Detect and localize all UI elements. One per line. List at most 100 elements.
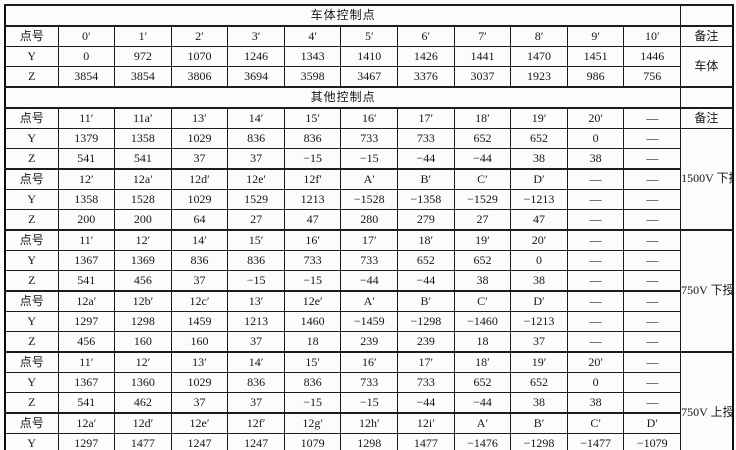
table-row: 点号 12′ 12a′ 12d′ 12e′ 12f′ A′ B′ C′ D′ — — xyxy=(4,168,733,190)
row-label: Z xyxy=(4,148,59,170)
y-value-cell: 733 xyxy=(340,250,399,271)
y-value-cell: 1298 xyxy=(114,311,172,332)
row-label: 点号 xyxy=(4,25,59,47)
point-id-cell: 12e′ xyxy=(170,412,229,434)
y-value-cell: −1459 xyxy=(340,311,399,332)
point-id-cell: 12a′ xyxy=(57,412,116,434)
y-value-cell: 1410 xyxy=(340,46,399,67)
y-value-cell: 0 xyxy=(57,46,116,67)
control-points-table-body: 车体控制点 点号 0′ 1′ 2′ 3′ 4′ 5′ 6′ 7′ 8′ 9′ 10′ 备注 Y 0 972 107… xyxy=(4,4,734,450)
point-id-cell: B′ xyxy=(397,168,455,190)
control-points-table: 车体控制点 点号 0′ 1′ 2′ 3′ 4′ 5′ 6′ 7′ 8′ 9′ 10′ 备注 Y 0 972 107… xyxy=(4,4,734,450)
y-value-cell: 733 xyxy=(283,250,342,271)
y-value-cell: 972 xyxy=(114,46,172,67)
z-value-cell: 3598 xyxy=(283,66,342,88)
point-id-cell: 14′ xyxy=(227,107,285,129)
point-id-cell: 19′ xyxy=(453,229,512,251)
point-id-cell: 20′ xyxy=(510,229,568,251)
y-value-cell: 733 xyxy=(340,128,399,149)
z-value-cell: 38 xyxy=(510,392,568,414)
point-id-cell: C′ xyxy=(453,168,512,190)
z-value-cell: 37 xyxy=(170,392,229,414)
row-label: 点号 xyxy=(4,290,59,312)
row-label: Z xyxy=(4,66,59,88)
z-value-cell: 160 xyxy=(114,331,172,353)
z-value-cell: 38 xyxy=(510,148,568,170)
point-id-cell: B′ xyxy=(510,412,568,434)
point-id-cell: — xyxy=(623,290,682,312)
section-title: 其他控制点 xyxy=(4,86,682,109)
table-row: 点号 12a′ 12b′ 12c′ 13′ 12e′ A′ B′ C′ D′ — — xyxy=(4,290,733,312)
point-id-cell: 12a′ xyxy=(114,168,172,190)
point-id-cell: 18′ xyxy=(397,229,455,251)
point-id-cell: 12h′ xyxy=(340,412,399,434)
point-id-cell: 5′ xyxy=(340,25,399,47)
point-id-cell: 18′ xyxy=(453,107,512,129)
y-value-cell: — xyxy=(623,250,682,271)
z-value-cell: — xyxy=(623,331,682,353)
z-value-cell: 47 xyxy=(510,209,568,231)
remark-cell xyxy=(680,4,734,27)
y-value-cell: — xyxy=(623,128,682,149)
z-value-cell: 37 xyxy=(510,331,568,353)
y-value-cell: 1446 xyxy=(623,46,682,67)
z-value-cell: — xyxy=(623,270,682,292)
point-id-cell: — xyxy=(623,168,682,190)
z-value-cell: — xyxy=(566,270,625,292)
point-id-cell: 11′ xyxy=(57,229,116,251)
z-value-cell: −44 xyxy=(397,392,455,414)
point-id-cell: 9′ xyxy=(566,25,625,47)
table-row: Z 541 462 37 37 −15 −15 −44 −44 38 38— xyxy=(4,392,733,414)
z-value-cell: 3467 xyxy=(340,66,399,88)
table-row: Y 1358 1528 1029 1529 1213 −1528 −1358 −1529 −121… xyxy=(4,189,733,210)
y-value-cell: — xyxy=(566,250,625,271)
point-id-cell: 12b′ xyxy=(114,290,172,312)
y-value-cell: 1070 xyxy=(170,46,229,67)
remark-cell: 750V 下授流 xyxy=(680,229,734,353)
y-value-cell: 652 xyxy=(397,250,455,271)
z-value-cell: 37 xyxy=(170,148,229,170)
y-value-cell: 1477 xyxy=(397,433,455,450)
y-value-cell: 1213 xyxy=(227,311,285,332)
row-label: Y xyxy=(4,128,59,149)
remark-cell: 750V 上授流 xyxy=(680,351,734,450)
y-value-cell: 733 xyxy=(340,372,399,393)
z-value-cell: 279 xyxy=(397,209,455,231)
point-id-cell: C′ xyxy=(566,412,625,434)
y-value-cell: 1029 xyxy=(170,372,229,393)
z-value-cell: 27 xyxy=(227,209,285,231)
z-value-cell: — xyxy=(566,209,625,231)
y-value-cell: 1079 xyxy=(283,433,342,450)
y-value-cell: 652 xyxy=(510,128,568,149)
y-value-cell: — xyxy=(623,189,682,210)
z-value-cell: 18 xyxy=(453,331,512,353)
z-value-cell: −15 xyxy=(283,148,342,170)
y-value-cell: 1247 xyxy=(227,433,285,450)
y-value-cell: 1297 xyxy=(57,433,116,450)
point-id-cell: 3′ xyxy=(227,25,285,47)
z-value-cell: 280 xyxy=(340,209,399,231)
point-id-cell: 12a′ xyxy=(57,290,116,312)
y-value-cell: 836 xyxy=(283,128,342,149)
point-id-cell: 1′ xyxy=(114,25,172,47)
table-row: Z 541 456 37 −15 −15 −44 −44 38 38— — xyxy=(4,270,733,292)
point-id-cell: 11a′ xyxy=(114,107,172,129)
table-row: Z 3854 3854 3806 3694 3598 3467 3376 3037 1923 986… xyxy=(4,66,733,88)
point-id-cell: 17′ xyxy=(340,229,399,251)
point-id-cell: 13′ xyxy=(170,107,229,129)
z-value-cell: 64 xyxy=(170,209,229,231)
z-value-cell: 37 xyxy=(227,392,285,414)
remark-cell: 1500V 下授流 xyxy=(680,128,734,231)
row-label: Z xyxy=(4,331,59,353)
y-value-cell: 1460 xyxy=(283,311,342,332)
point-id-cell: 20′ xyxy=(566,107,625,129)
row-label: Y xyxy=(4,46,59,67)
y-value-cell: 1297 xyxy=(57,311,116,332)
z-value-cell: −44 xyxy=(453,148,512,170)
row-label: Z xyxy=(4,209,59,231)
point-id-cell: 20′ xyxy=(566,351,625,373)
point-id-cell: 19′ xyxy=(510,107,568,129)
point-id-cell: A′ xyxy=(340,290,399,312)
z-value-cell: 38 xyxy=(453,270,512,292)
